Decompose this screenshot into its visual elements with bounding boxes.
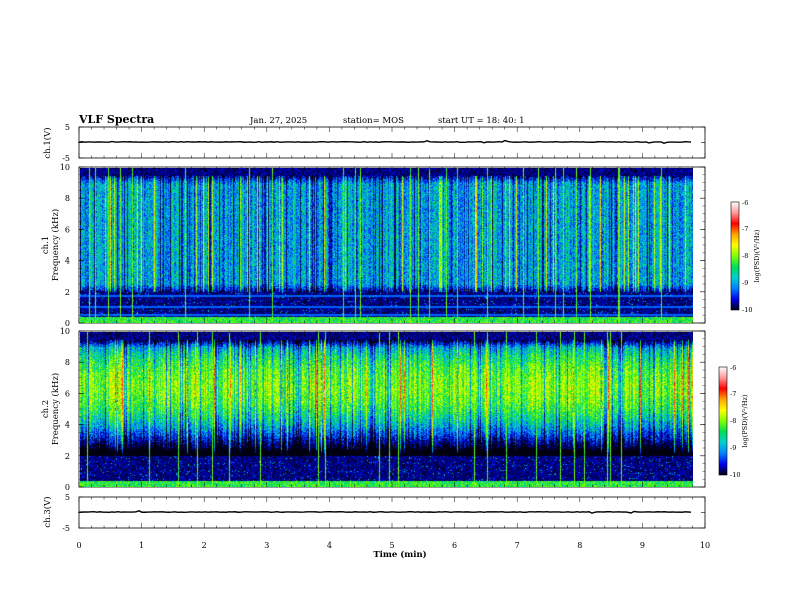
colorbar-ch2: log(PSD)(V²/Hz) -6 -7 -8 -9 -10: [718, 364, 749, 479]
colorbar-ch2-label: log(PSD)(V²/Hz): [741, 394, 749, 447]
y-tick-label: 10: [60, 163, 70, 172]
ch1-spec-ylabel-bottom: Frequency (kHz): [50, 209, 61, 281]
cb1-tick-9: -9: [742, 279, 748, 287]
y-tick-label: 0: [65, 319, 70, 328]
cb1-tick-6: -6: [742, 199, 748, 207]
ch3-ytick-top: 5: [65, 493, 70, 502]
ch3-ylabel: ch.3(V): [42, 496, 53, 527]
y-tick-label: 8: [65, 194, 70, 203]
ch3-ytick-bottom: -5: [62, 524, 70, 533]
colorbar-ch1-label: log(PSD)(V²/Hz): [753, 229, 761, 282]
x-tick-label: 10: [700, 541, 710, 550]
x-tick-label: 2: [202, 541, 207, 550]
station-label: station= MOS: [343, 116, 404, 126]
y-tick-label: 0: [65, 483, 70, 492]
x-tick-label: 9: [640, 541, 645, 550]
ch3-voltage-trace: [78, 510, 692, 514]
ch2-spectrogram: [79, 331, 693, 487]
date-label: Jan. 27, 2025: [249, 116, 307, 126]
y-tick-label: 8: [65, 358, 70, 367]
ch1-spec-ylabel-top: ch.1: [41, 236, 51, 254]
ch1-ytick-top: 5: [65, 123, 70, 132]
start-time-label: start UT = 18: 40: 1: [438, 116, 525, 126]
cb2-tick-6: -6: [730, 364, 736, 372]
x-tick-label: 6: [452, 541, 457, 550]
ch1-ylabel: ch.1(V): [42, 127, 53, 158]
cb1-tick-7: -7: [742, 225, 748, 233]
y-tick-label: 4: [65, 257, 70, 266]
x-tick-label: 1: [139, 541, 144, 550]
y-tick-label: 6: [65, 225, 70, 234]
cb2-tick-10: -10: [730, 471, 740, 479]
x-axis-label: Time (min): [373, 549, 426, 560]
figure-title: VLF Spectra: [78, 113, 154, 126]
cb2-tick-8: -8: [730, 417, 736, 425]
x-tick-label: 7: [515, 541, 520, 550]
y-tick-label: 2: [65, 452, 70, 461]
ch2-spec-ylabel-bottom: Frequency (kHz): [50, 373, 61, 445]
ch2-spec-ylabel-top: ch.2: [41, 400, 51, 418]
ch1-spectrogram: [79, 167, 693, 323]
x-tick-label: 3: [264, 541, 269, 550]
y-tick-label: 10: [60, 327, 70, 336]
ch1-voltage-trace: [78, 139, 692, 145]
cb1-tick-8: -8: [742, 252, 748, 260]
y-tick-label: 6: [65, 389, 70, 398]
cb1-tick-10: -10: [742, 306, 752, 314]
y-tick-label: 4: [65, 421, 70, 430]
x-tick-label: 5: [389, 541, 394, 550]
x-tick-label: 0: [76, 541, 81, 550]
x-tick-label: 4: [327, 541, 332, 550]
x-tick-label: 8: [577, 541, 582, 550]
y-tick-label: 2: [65, 288, 70, 297]
ch1-ytick-bottom: -5: [62, 154, 70, 163]
cb2-tick-9: -9: [730, 444, 736, 452]
cb2-tick-7: -7: [730, 390, 736, 398]
colorbar-ch1: log(PSD)(V²/Hz) -6 -7 -8 -9 -10: [730, 199, 761, 314]
